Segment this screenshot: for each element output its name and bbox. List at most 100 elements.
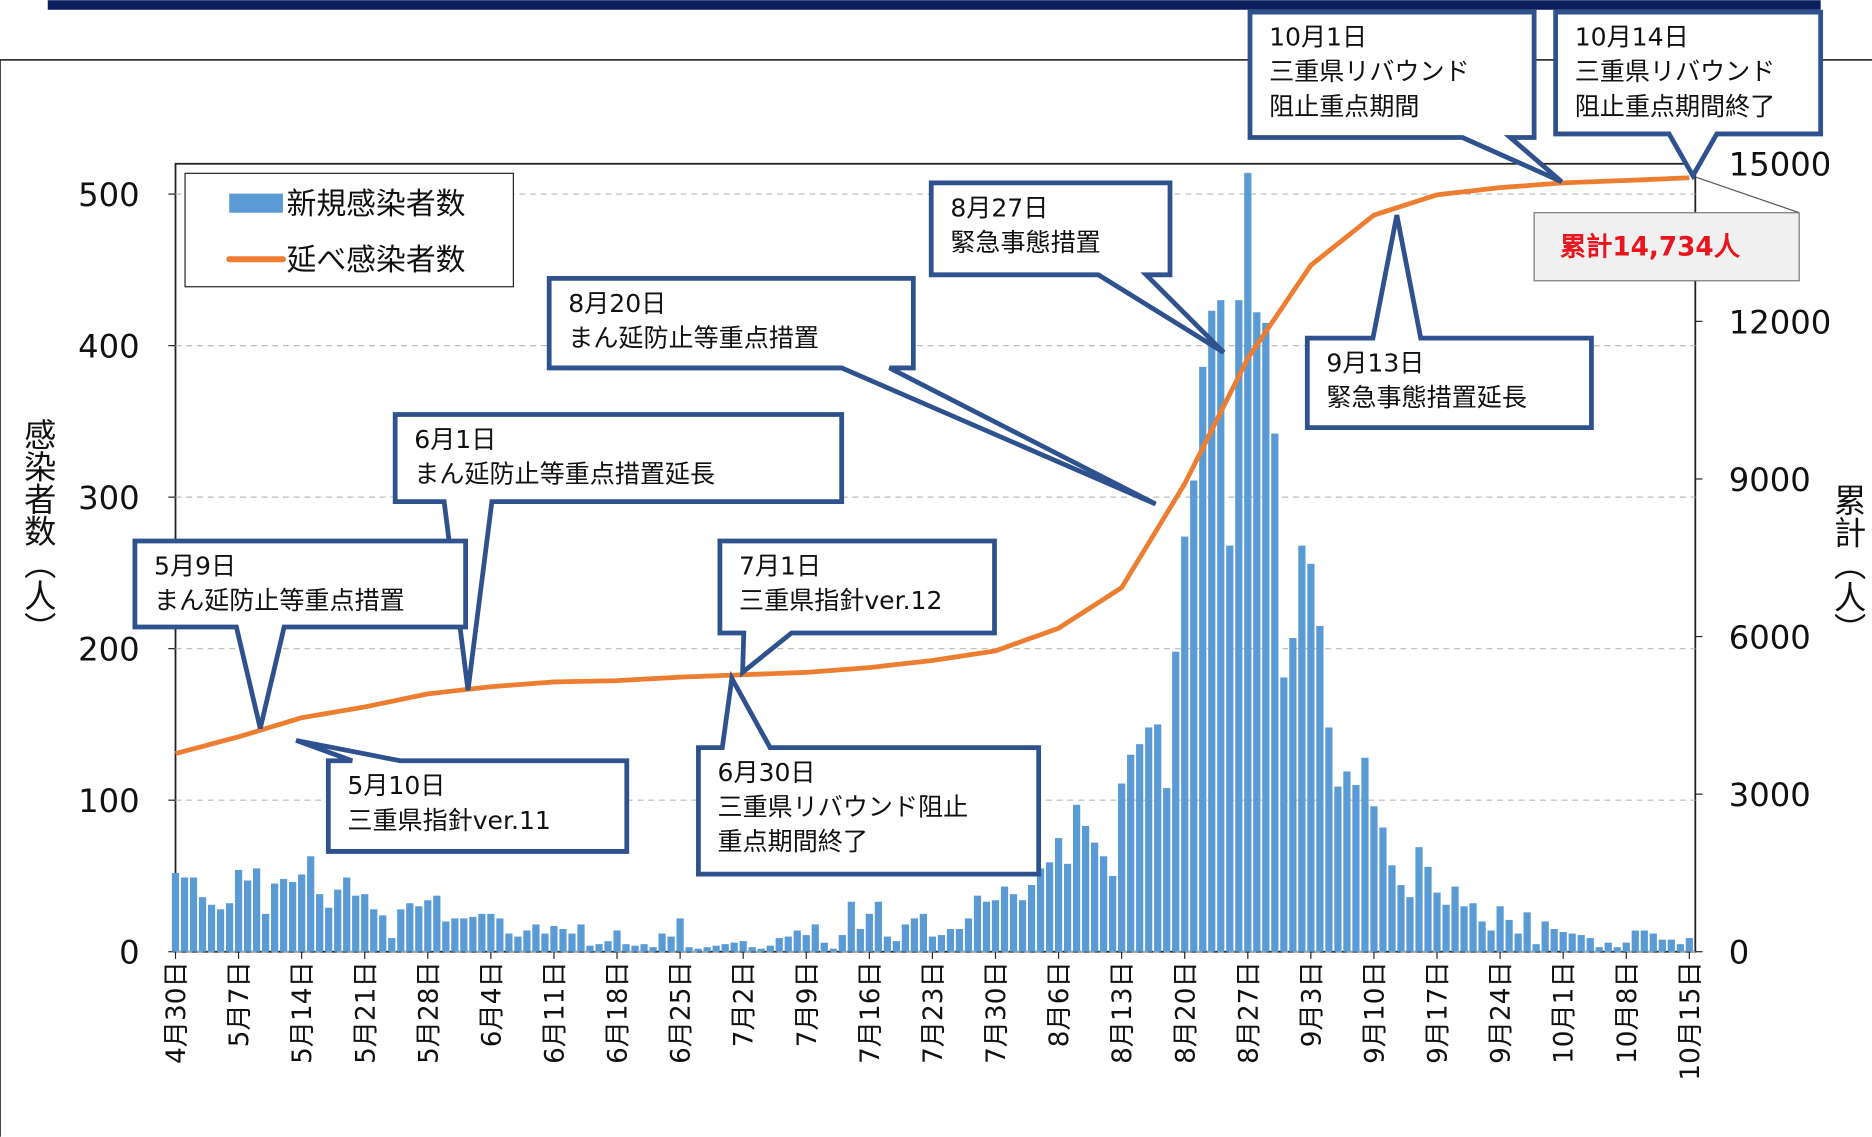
bar [198,897,207,952]
bar [1199,366,1207,952]
bar [280,879,288,952]
callout-box [928,180,1226,355]
bar [1541,921,1549,952]
bar [1226,545,1234,952]
bar [1208,310,1216,952]
callout-text: まん延防止等重点措置延長 [414,460,715,489]
bar [838,935,846,952]
callout-box [295,738,630,854]
bar [532,924,540,952]
callout-text: 9月13日 [1326,349,1424,378]
bar [1100,856,1108,952]
bar [1072,804,1081,952]
x-tick-label: 9月3日 [1297,961,1327,1047]
bar [1054,838,1063,952]
callout-text: 緊急事態措置延長 [1326,383,1527,412]
callout-text: 阻止重点期間 [1269,92,1419,121]
bar [216,909,225,952]
bar [1577,935,1585,952]
x-tick-label: 9月24日 [1487,961,1517,1064]
callout-text: 10月1日 [1269,23,1367,52]
bar [1063,863,1072,952]
bar [505,933,513,952]
bar [189,877,198,952]
bar [577,924,585,952]
bar [361,894,369,952]
callout-text: まん延防止等重点措置 [568,323,819,352]
bar [1036,868,1045,952]
bar [928,936,937,952]
bar [370,909,378,952]
bar [991,900,1000,952]
bar [1379,827,1387,952]
bar [1009,894,1018,952]
callout-text: 7月1日 [739,551,821,580]
bar [820,942,828,952]
bar [1640,930,1648,952]
bar [1325,727,1333,952]
bar [811,924,819,952]
bar [1676,944,1684,952]
callout-box [1247,9,1564,184]
bar [658,933,666,952]
x-tick-label: 9月17日 [1424,961,1454,1064]
bar [298,874,306,952]
bar [334,889,342,952]
bar [550,925,558,952]
y2-tick-label: 6000 [1729,618,1811,656]
bar [685,947,693,952]
bar [1127,754,1135,952]
bar [766,945,774,952]
bar [1478,921,1486,952]
x-tick-label: 8月20日 [1171,961,1201,1064]
x-tick-label: 6月18日 [604,961,634,1064]
x-tick-label: 5月21日 [351,961,381,1064]
bar [234,869,243,952]
bar [469,916,477,952]
bar [1667,939,1675,952]
bar [243,880,252,952]
y2-tick-label: 3000 [1729,776,1811,814]
legend-swatch [229,193,283,213]
bar [1523,912,1531,952]
bar [415,906,423,952]
callout-text: 6月1日 [414,425,496,454]
bar [847,901,855,952]
bar [252,868,261,952]
bar [487,913,495,952]
bar [1631,930,1639,952]
bar [1118,783,1126,952]
bar [1487,930,1495,952]
bar [1559,932,1567,952]
bar [262,913,270,952]
bar [721,944,729,952]
callout-text: 8月27日 [950,193,1048,222]
x-tick-label: 7月9日 [793,961,823,1047]
bar [1613,947,1621,952]
bar [1253,312,1261,952]
x-tick-label: 5月14日 [288,961,318,1064]
bar [649,947,657,952]
total-label: 累計14,734人 [1560,232,1741,263]
callout-box [1553,9,1824,181]
bar [496,918,504,952]
bar [1451,886,1459,952]
bar [1586,938,1594,952]
y-tick-label: 400 [78,328,140,366]
bar [1027,885,1036,952]
x-tick-label: 6月11日 [541,961,571,1064]
bar [784,936,792,952]
bar [1424,866,1432,952]
bar [955,929,964,952]
callout-text: まん延防止等重点措置 [154,586,405,615]
bar [433,895,441,952]
bar [694,948,702,952]
x-tick-label: 8月6日 [1045,961,1075,1047]
callout-box [717,538,997,678]
bar [802,935,810,952]
callout-text: 三重県指針ver.11 [347,806,550,835]
